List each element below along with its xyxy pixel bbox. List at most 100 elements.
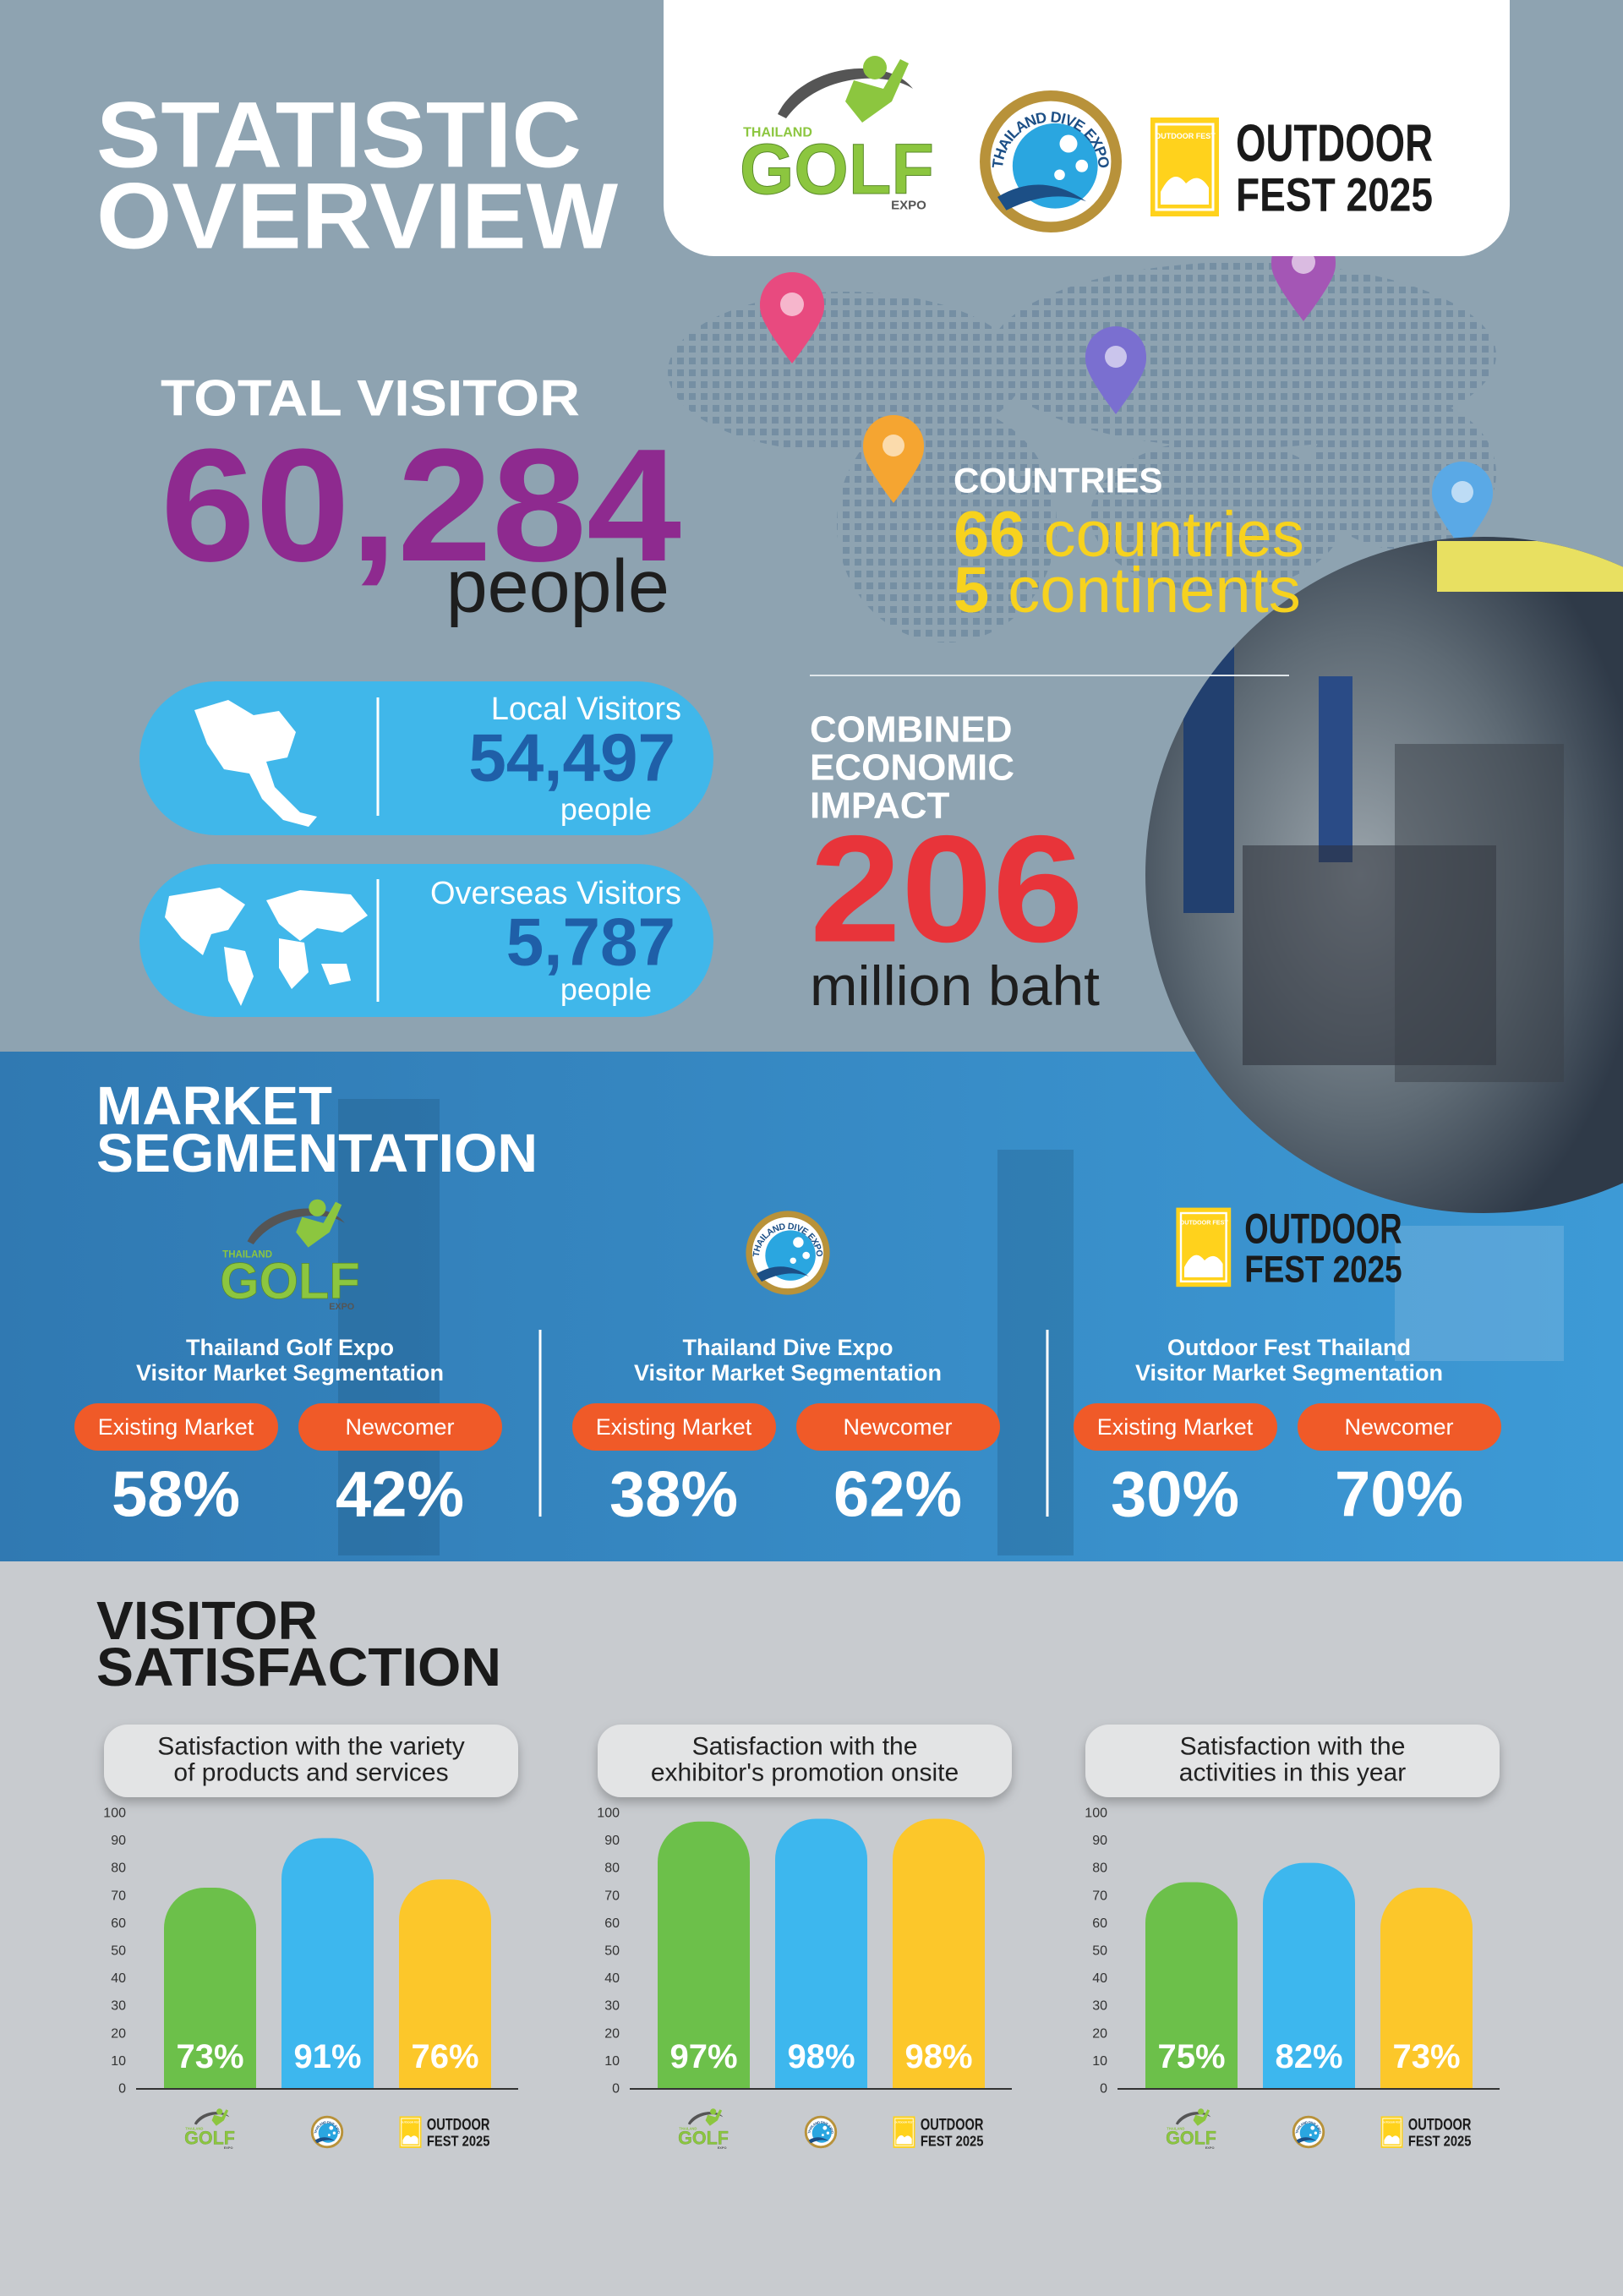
logo-text: THAILAND xyxy=(1167,2126,1184,2130)
dive-diver xyxy=(756,1266,809,1282)
y-tick-label: 30 xyxy=(1092,1999,1107,2014)
y-tick-label: 20 xyxy=(604,2026,620,2041)
logo-text: GOLF xyxy=(220,1252,360,1309)
segment-pill xyxy=(796,1403,1000,1451)
logo-text: OUTDOOR xyxy=(1244,1205,1402,1252)
bar xyxy=(775,1818,867,2089)
golfer-head xyxy=(216,2108,223,2115)
segment-pill xyxy=(1074,1403,1277,1451)
dive-bubble xyxy=(1054,169,1065,181)
logo-text: FEST 2025 xyxy=(1408,2133,1472,2150)
y-tick-label: 60 xyxy=(1092,1916,1107,1931)
y-tick-label: 70 xyxy=(604,1889,620,1903)
stat-label: COMBINED xyxy=(810,709,1013,751)
y-tick-label: 10 xyxy=(604,2054,620,2069)
y-tick-label: 80 xyxy=(1092,1861,1107,1876)
world-icon xyxy=(165,888,368,1006)
y-tick-label: 40 xyxy=(604,1971,620,1986)
bar-value-label: 75% xyxy=(1157,2038,1225,2075)
stat-number: 5 xyxy=(954,555,989,626)
y-tick-label: 60 xyxy=(111,1916,126,1931)
stat-unit: million baht xyxy=(810,954,1100,1017)
bar-value-label: 73% xyxy=(176,2038,243,2075)
logo-text: EXPO xyxy=(329,1302,354,1312)
stat-value: 66 countries xyxy=(954,499,1304,571)
bar-value-label: 82% xyxy=(1275,2038,1342,2075)
logo-text: EXPO xyxy=(1205,2146,1215,2150)
y-tick-label: 60 xyxy=(604,1916,620,1931)
segment-pill xyxy=(1298,1403,1501,1451)
bar xyxy=(164,1888,256,2089)
section-title: SATISFACTION xyxy=(96,1637,501,1697)
golf-swoosh xyxy=(687,2112,724,2125)
bar-value-label: 76% xyxy=(411,2038,478,2075)
y-tick-label: 80 xyxy=(111,1861,126,1876)
stat-value: 60,284 xyxy=(161,416,681,595)
y-tick-label: 50 xyxy=(111,1944,126,1959)
logo-text: EXPO xyxy=(224,2146,233,2150)
y-tick-label: 70 xyxy=(1092,1889,1107,1903)
golf-swoosh xyxy=(778,68,913,118)
y-tick-label: 10 xyxy=(1092,2054,1107,2069)
outdoor-badge-frame xyxy=(1155,123,1215,211)
chart-title-box xyxy=(1085,1725,1500,1797)
segment-label: Newcomer xyxy=(345,1414,454,1440)
logo-text: OUTDOOR xyxy=(921,2115,984,2134)
golfer-body xyxy=(1193,2109,1210,2126)
y-tick-label: 10 xyxy=(111,2054,126,2069)
y-tick-label: 90 xyxy=(111,1834,126,1848)
logo-text: GOLF xyxy=(184,2128,235,2149)
segment-label: Newcomer xyxy=(843,1414,952,1440)
logo-text: EXPO xyxy=(718,2146,727,2150)
outdoor-badge-frame xyxy=(1179,1211,1227,1283)
golfer-body xyxy=(845,59,909,123)
golfer-body xyxy=(211,2109,229,2126)
logo-text: EXPO xyxy=(891,199,926,213)
column-title: Thailand Dive Expo xyxy=(682,1335,893,1360)
y-tick-label: 0 xyxy=(612,2082,620,2096)
chart-title: exhibitor's promotion onsite xyxy=(651,1759,959,1787)
stat-unit: people xyxy=(446,544,669,628)
y-tick-label: 0 xyxy=(118,2082,126,2096)
dive-bubble xyxy=(1075,159,1089,172)
dive-logo: THAILAND DIVE EXPO xyxy=(804,2115,838,2149)
bar xyxy=(281,1838,374,2089)
dive-bubble xyxy=(802,1251,811,1260)
bar xyxy=(658,1821,750,2089)
segment-label: Newcomer xyxy=(1344,1414,1453,1440)
logo-text: FEST 2025 xyxy=(1236,168,1433,221)
outdoor-wave xyxy=(1184,1255,1223,1277)
y-tick-label: 30 xyxy=(111,1999,126,2014)
y-tick-label: 50 xyxy=(604,1944,620,1959)
bar-value-label: 98% xyxy=(787,2038,855,2075)
y-tick-label: 100 xyxy=(103,1807,126,1821)
logo-text: FEST 2025 xyxy=(1244,1248,1402,1290)
bar xyxy=(1145,1882,1238,2089)
stat-label: COUNTRIES xyxy=(954,461,1162,500)
pill-value: 54,497 xyxy=(468,720,675,795)
dive-logo: THAILAND DIVE EXPO xyxy=(1292,2115,1325,2149)
y-tick-label: 100 xyxy=(1085,1807,1107,1821)
dive-diver xyxy=(997,184,1086,210)
section-title: VISITOR xyxy=(96,1590,318,1651)
stat-value: 5 continents xyxy=(954,555,1301,626)
y-tick-label: 70 xyxy=(111,1889,126,1903)
dive-logo: THAILAND DIVE EXPO xyxy=(746,1211,830,1295)
chart-title: Satisfaction with the xyxy=(1180,1733,1406,1761)
bar xyxy=(1263,1862,1355,2089)
map-pins xyxy=(760,230,1493,549)
logo-text: THAILAND xyxy=(743,126,812,140)
section-title: SEGMENTATION xyxy=(96,1123,538,1184)
outdoor-wave xyxy=(1384,2135,1400,2145)
column-title: Thailand Golf Expo xyxy=(186,1335,394,1360)
logo-text: OUTDOOR xyxy=(1236,115,1433,173)
column-title: Visitor Market Segmentation xyxy=(136,1360,444,1386)
golfer-body xyxy=(705,2109,723,2126)
chart-title-box xyxy=(598,1725,1012,1797)
logo-text: OUTDOOR FEST xyxy=(894,2120,914,2124)
